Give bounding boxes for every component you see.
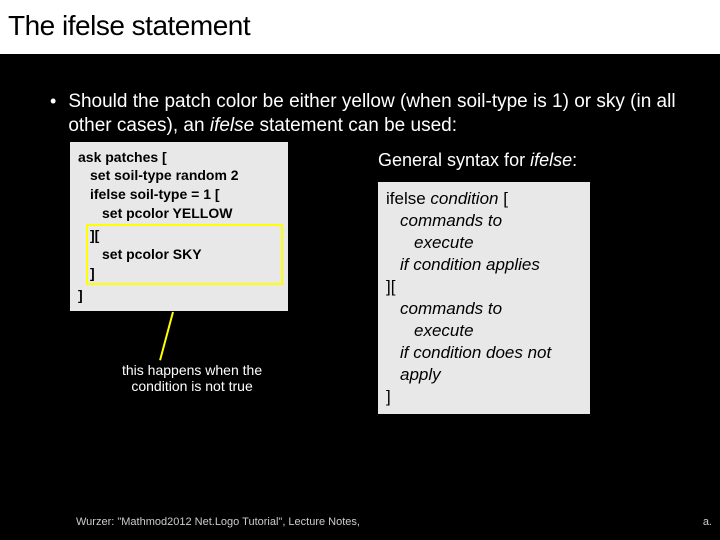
code-line: set pcolor SKY	[90, 245, 279, 264]
code-line: set soil-type random 2	[78, 166, 280, 185]
highlight-else-block: ][ set pcolor SKY ]	[86, 224, 283, 285]
syntax-heading: General syntax for ifelse:	[378, 150, 577, 171]
citation-text: Wurzer: "Mathmod2012 Net.Logo Tutorial",…	[76, 516, 360, 528]
bullet-item: • Should the patch color be either yello…	[0, 54, 720, 138]
code-line: ]	[78, 286, 280, 305]
bullet-marker: •	[50, 90, 56, 138]
code-line: set pcolor YELLOW	[78, 204, 280, 223]
syntax-line: execute	[386, 232, 582, 254]
syntax-line: if condition does not	[386, 342, 582, 364]
code-line: ask patches [	[78, 148, 280, 167]
syntax-box: ifelse condition [ commands to execute i…	[378, 182, 590, 415]
syntax-line: apply	[386, 364, 582, 386]
callout-label: this happens when the condition is not t…	[122, 362, 262, 396]
syntax-line: ][	[386, 276, 582, 298]
syntax-line: commands to	[386, 298, 582, 320]
bullet-text: Should the patch color be either yellow …	[68, 90, 680, 138]
syntax-line: ]	[386, 386, 582, 408]
code-line: ][	[90, 226, 279, 245]
code-line: ]	[90, 264, 279, 283]
callout-connector	[159, 311, 174, 360]
slide-title: The ifelse statement	[0, 0, 720, 54]
syntax-line: commands to	[386, 210, 582, 232]
citation-tail: a.	[703, 516, 712, 528]
syntax-line: if condition applies	[386, 254, 582, 276]
code-line: ifelse soil-type = 1 [	[78, 185, 280, 204]
syntax-line: ifelse condition [	[386, 188, 582, 210]
syntax-line: execute	[386, 320, 582, 342]
content-area: ask patches [ set soil-type random 2 ife…	[0, 138, 720, 488]
code-example-box: ask patches [ set soil-type random 2 ife…	[70, 142, 288, 311]
